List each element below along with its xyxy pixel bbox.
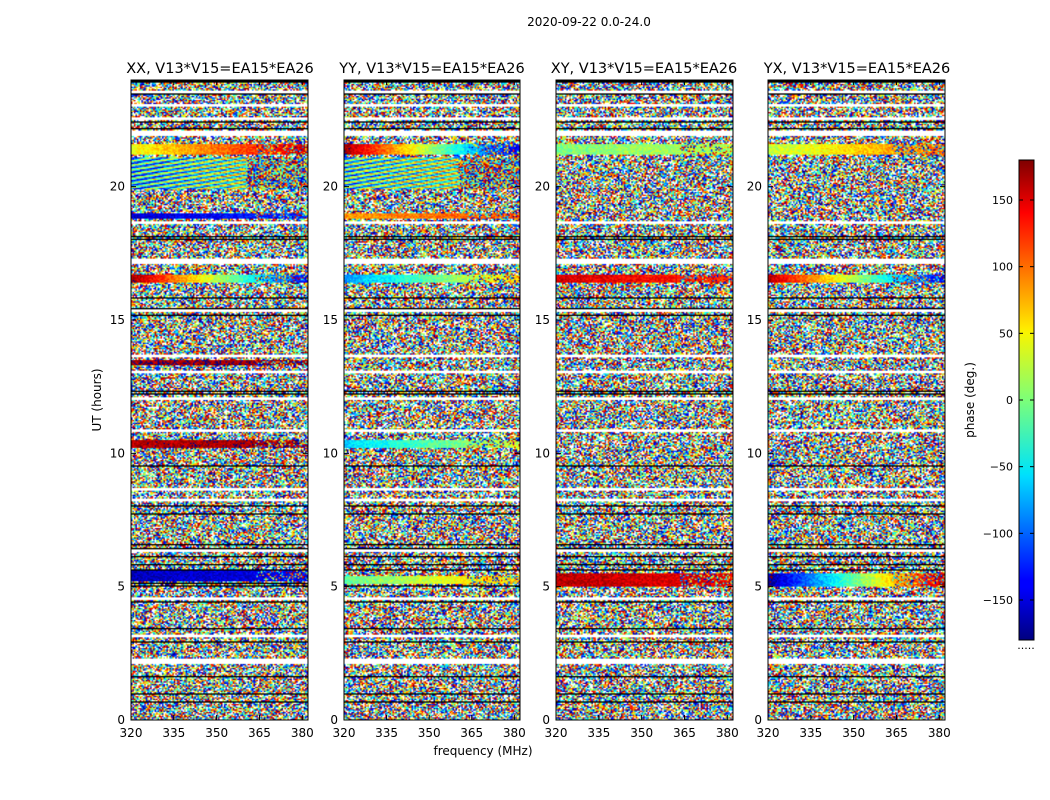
x-tick-label-xy: 365 — [673, 726, 696, 740]
y-tick-label-xx: 5 — [117, 580, 125, 594]
y-tick-label-yx: 20 — [747, 180, 762, 194]
y-axis-yy: 0 5 10 15 20 — [323, 180, 520, 727]
colorbar-tick-label: −50 — [990, 461, 1013, 474]
x-tick-label-yy: 380 — [503, 726, 526, 740]
panel-title-xx: XX, V13*V15=EA15*EA26 — [126, 61, 314, 77]
x-tick-label-xy: 350 — [630, 726, 653, 740]
phase-heatmap-yx — [768, 80, 945, 720]
x-tick-label-yy: 320 — [333, 726, 356, 740]
plot-frame-yx — [767, 79, 946, 721]
x-tick-label-yx: 380 — [928, 726, 951, 740]
x-tick-label-xx: 350 — [205, 726, 228, 740]
x-tick-label-xx: 320 — [120, 726, 143, 740]
panel-yy: YY, V13*V15=EA15*EA26 320 335 350 365 380 0 5… — [323, 61, 526, 740]
x-tick-label-yy: 335 — [375, 726, 398, 740]
x-tick-label-xy: 335 — [587, 726, 610, 740]
y-tick-label-yx: 15 — [747, 313, 762, 327]
y-tick-label-yx: 0 — [754, 713, 762, 727]
panel-xy: XY, V13*V15=EA15*EA26 320 335 350 365 380 0 5… — [535, 61, 739, 740]
colorbar-tick-label: 0 — [1006, 394, 1013, 407]
y-axis-yx: 0 5 10 15 20 — [747, 180, 945, 727]
y-tick-label-yy: 0 — [330, 713, 338, 727]
x-axis-xx: 320 335 350 365 380 — [120, 80, 314, 740]
plot-frame-xx — [130, 79, 309, 721]
panel-title-yy: YY, V13*V15=EA15*EA26 — [338, 61, 524, 77]
plot-frame-xy — [555, 79, 734, 721]
x-tick-label-xy: 380 — [716, 726, 739, 740]
colorbar-label: phase (deg.) — [963, 362, 977, 438]
y-tick-label-xy: 0 — [542, 713, 550, 727]
x-tick-label-xx: 335 — [162, 726, 185, 740]
x-axis-yx: 320 335 350 365 380 — [757, 80, 951, 740]
y-tick-label-yy: 10 — [323, 446, 338, 460]
phase-heatmap-yy — [344, 80, 520, 720]
y-tick-label-yy: 15 — [323, 313, 338, 327]
y-tick-label-xx: 20 — [110, 180, 125, 194]
colorbar-tick-label: 150 — [992, 194, 1013, 207]
y-tick-label-yx: 5 — [754, 580, 762, 594]
y-axis-label: UT (hours) — [90, 368, 104, 431]
colorbar-tick-label: −150 — [983, 594, 1013, 607]
x-tick-label-xx: 365 — [248, 726, 271, 740]
x-tick-label-xy: 320 — [545, 726, 568, 740]
phase-heatmap-xx — [131, 80, 308, 720]
x-tick-label-yy: 350 — [418, 726, 441, 740]
y-tick-label-yy: 5 — [330, 580, 338, 594]
colorbar-ticks: 150 100 50 0 −50 −100 −150 — [983, 194, 1034, 607]
y-tick-label-xy: 15 — [535, 313, 550, 327]
x-axis-label: frequency (MHz) — [433, 744, 532, 758]
panel-title-xy: XY, V13*V15=EA15*EA26 — [551, 61, 737, 77]
plot-frame-yy — [343, 79, 521, 721]
x-tick-label-yx: 335 — [799, 726, 822, 740]
y-tick-label-xx: 15 — [110, 313, 125, 327]
y-tick-label-xx: 0 — [117, 713, 125, 727]
y-axis-xy: 0 5 10 15 20 — [535, 180, 733, 727]
colorbar-under-label: ..... — [1017, 639, 1034, 652]
x-axis-xy: 320 335 350 365 380 — [545, 80, 739, 740]
phase-heatmap-xy — [556, 80, 733, 720]
y-tick-label-xy: 20 — [535, 180, 550, 194]
figure-title: 2020-09-22 0.0-24.0 — [527, 15, 651, 29]
panel-xx: XX, V13*V15=EA15*EA26 320 335 350 365 380 0 5… — [110, 61, 314, 740]
colorbar-tick-label: 100 — [992, 261, 1013, 274]
colorbar-gradient — [1019, 160, 1034, 640]
x-tick-label-yx: 365 — [885, 726, 908, 740]
y-tick-label-xy: 10 — [535, 446, 550, 460]
x-tick-label-xx: 380 — [291, 726, 314, 740]
y-tick-label-xy: 5 — [542, 580, 550, 594]
y-tick-label-yx: 10 — [747, 446, 762, 460]
x-tick-label-yx: 350 — [842, 726, 865, 740]
x-tick-label-yy: 365 — [460, 726, 483, 740]
y-axis-xx: 0 5 10 15 20 — [110, 180, 308, 727]
colorbar: 150 100 50 0 −50 −100 −150 phase (deg.) ..... — [963, 159, 1035, 652]
colorbar-tick-label: 50 — [999, 327, 1013, 340]
y-tick-label-xx: 10 — [110, 446, 125, 460]
colorbar-tick-label: −100 — [983, 527, 1013, 540]
panel-yx: YX, V13*V15=EA15*EA26 320 335 350 365 380 0 5… — [747, 61, 951, 740]
y-tick-label-yy: 20 — [323, 180, 338, 194]
x-tick-label-yx: 320 — [757, 726, 780, 740]
x-axis-yy: 320 335 350 365 380 — [333, 80, 526, 740]
panel-title-yx: YX, V13*V15=EA15*EA26 — [763, 61, 950, 77]
